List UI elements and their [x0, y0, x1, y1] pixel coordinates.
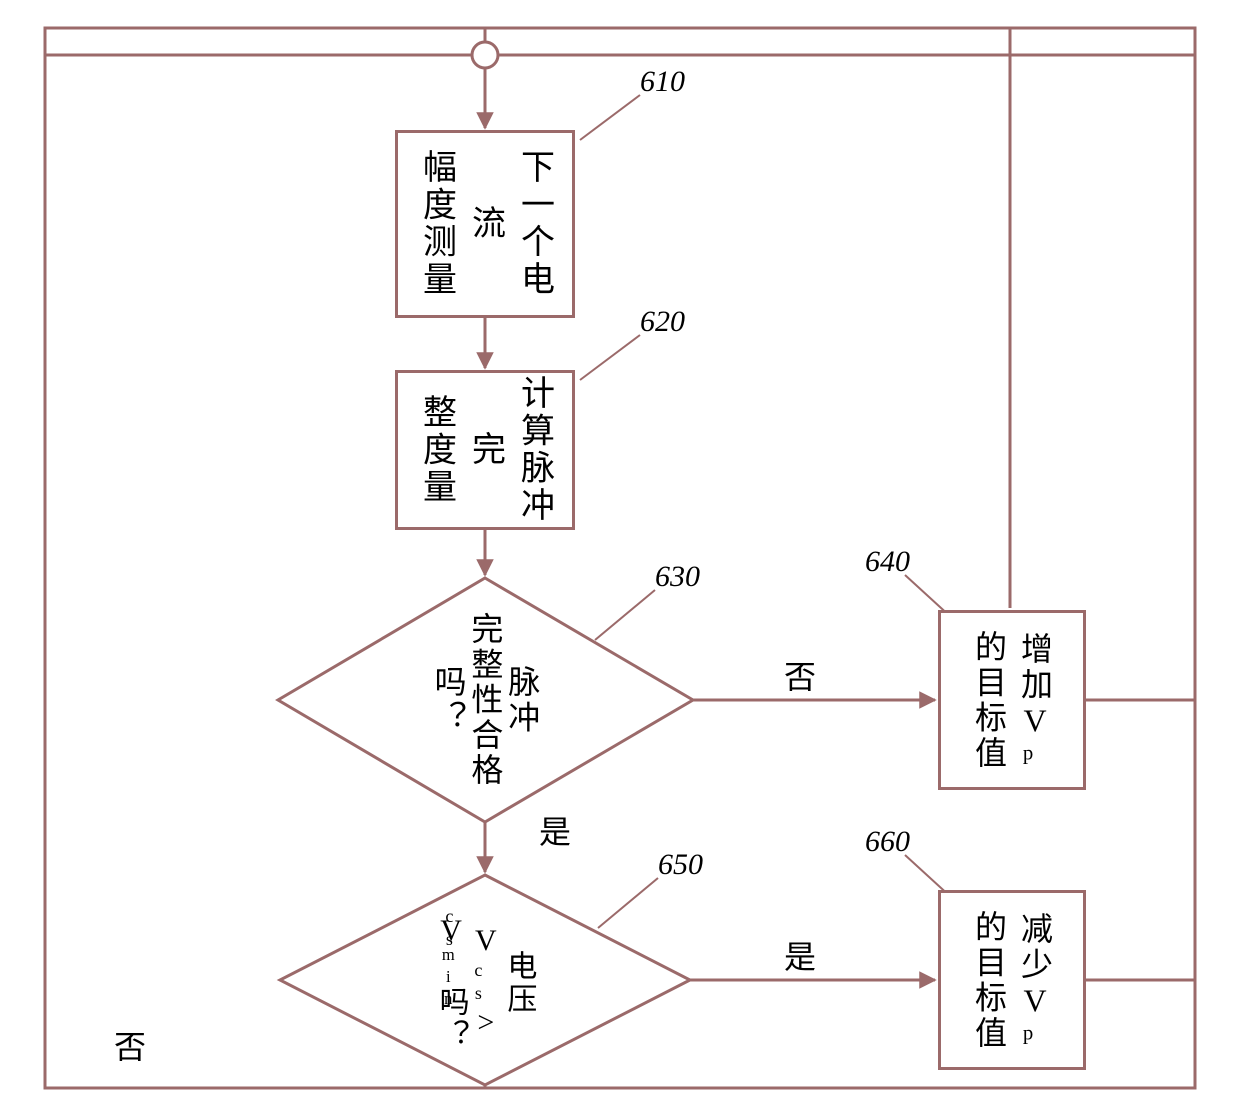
n650-l1: 电压: [502, 950, 535, 1016]
n660-l2: 的目标值: [971, 910, 1007, 1051]
ref-660: 660: [865, 825, 910, 859]
node-measure-current: 下一个电流 幅度测量: [395, 130, 575, 318]
n610-line1: 下一个电流: [467, 149, 553, 299]
ref-620: 620: [640, 305, 685, 339]
n640-l2: 的目标值: [971, 630, 1007, 771]
node-calc-integrity: 计算脉冲完 整度量: [395, 370, 575, 530]
n610-line2: 幅度测量: [418, 149, 455, 299]
n640-l1: 增加Vp: [1017, 632, 1053, 768]
ref-610: 610: [640, 65, 685, 99]
n630-l1: 脉冲: [504, 665, 540, 735]
ref-640: 640: [865, 545, 910, 579]
ref-630: 630: [655, 560, 700, 594]
n630-l3: 吗？: [431, 665, 467, 735]
node-decrease-vp: 减少Vp 的目标值: [938, 890, 1086, 1070]
n620-line2: 整度量: [418, 394, 455, 506]
n650-l2: Vcs> Vmincs 吗？: [435, 914, 503, 1052]
decision-pulse-ok: 脉冲 完整性合格 吗？: [385, 600, 585, 800]
n660-l1: 减少Vp: [1017, 912, 1053, 1048]
n630-l2: 完整性合格: [467, 612, 503, 788]
node-increase-vp: 增加Vp 的目标值: [938, 610, 1086, 790]
n620-line1: 计算脉冲完: [467, 375, 553, 525]
decision-voltage: 电压 Vcs> Vmincs 吗？: [370, 895, 600, 1070]
ref-650: 650: [658, 848, 703, 882]
flowchart-canvas: 下一个电流 幅度测量 610 计算脉冲完 整度量 620 脉冲 完整性合格 吗？…: [0, 0, 1240, 1115]
edge-650-no: 否: [105, 1030, 151, 1065]
edge-650-yes: 是: [775, 940, 821, 975]
edge-630-no: 否: [775, 660, 821, 695]
edge-630-yes: 是: [530, 815, 576, 850]
